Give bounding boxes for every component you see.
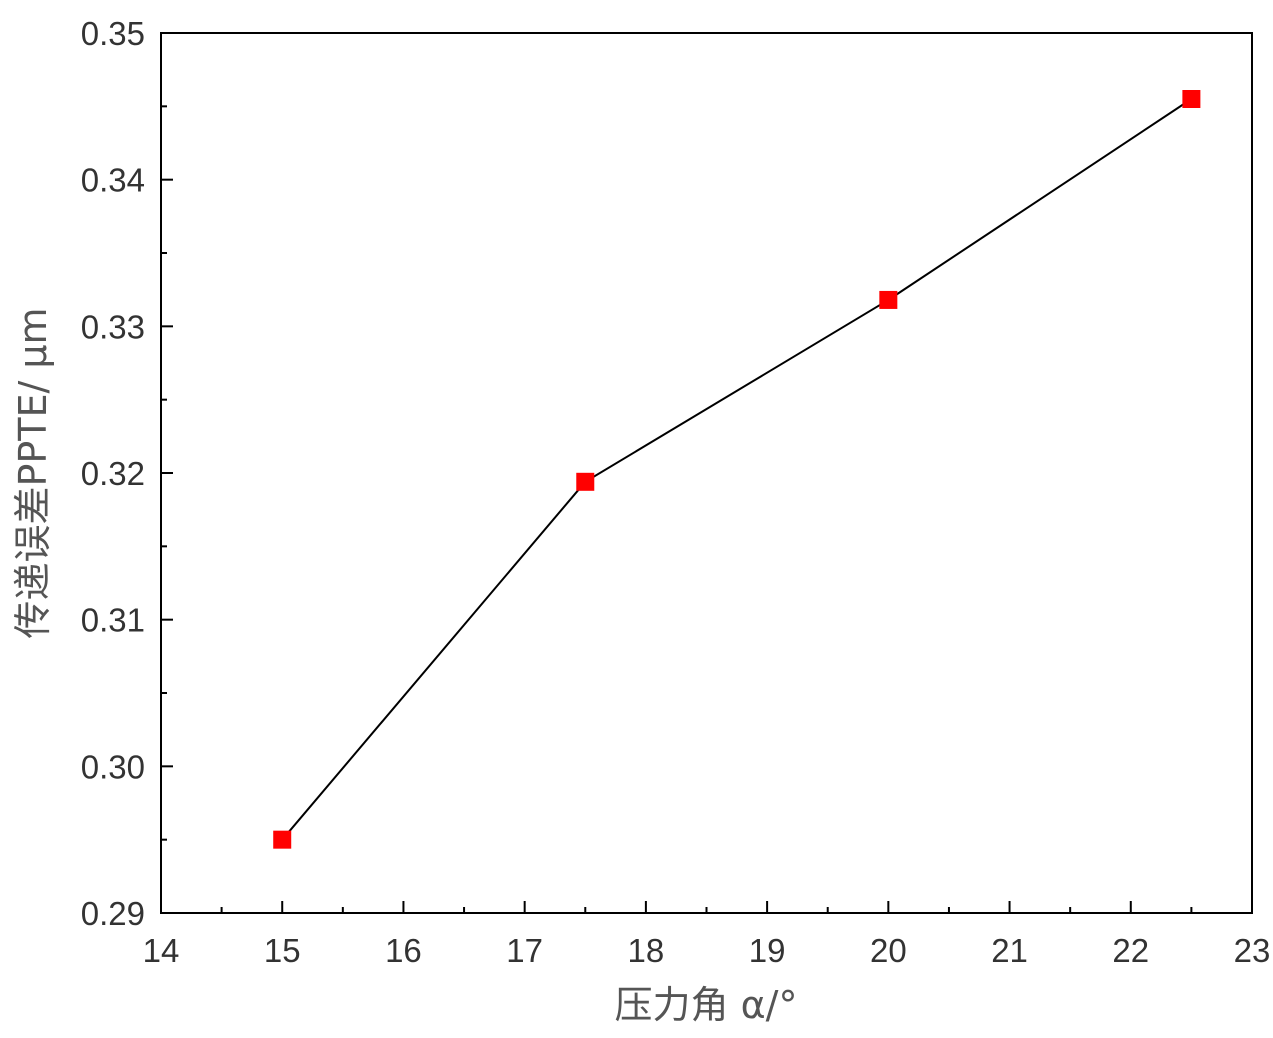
data-point-marker	[273, 830, 292, 849]
x-tick-label: 19	[749, 932, 786, 969]
x-tick-label: 17	[506, 932, 543, 969]
y-tick-label: 0.33	[81, 308, 145, 345]
x-axis-ticks: 14 15 16 17 18 19 20 21 22 23	[143, 901, 1271, 969]
y-tick-label: 0.30	[81, 748, 145, 785]
y-tick-label: 0.34	[81, 162, 145, 199]
y-tick-label: 0.31	[81, 602, 145, 639]
x-tick-label: 15	[264, 932, 301, 969]
y-axis-ticks: 0.29 0.30 0.31 0.32 0.33 0.34 0.35	[81, 15, 173, 932]
x-tick-label: 14	[143, 932, 180, 969]
x-tick-label: 22	[1112, 932, 1149, 969]
y-tick-label: 0.29	[81, 895, 145, 932]
x-tick-label: 20	[870, 932, 907, 969]
data-point-marker	[576, 472, 595, 491]
y-tick-label: 0.35	[81, 15, 145, 52]
series-points	[273, 90, 1201, 849]
y-axis-label: 传递误差PPTE/ μm	[11, 307, 55, 638]
data-point-marker	[1182, 90, 1201, 108]
x-tick-label: 23	[1234, 932, 1271, 969]
y-tick-label: 0.32	[81, 455, 145, 492]
x-tick-label: 18	[628, 932, 665, 969]
data-point-marker	[879, 290, 898, 309]
x-axis-label: 压力角 α/°	[615, 983, 798, 1027]
series-line	[281, 98, 1192, 841]
x-tick-label: 21	[991, 932, 1028, 969]
plot-frame	[160, 32, 1253, 914]
series-lines	[281, 98, 1192, 841]
x-tick-label: 16	[385, 932, 422, 969]
